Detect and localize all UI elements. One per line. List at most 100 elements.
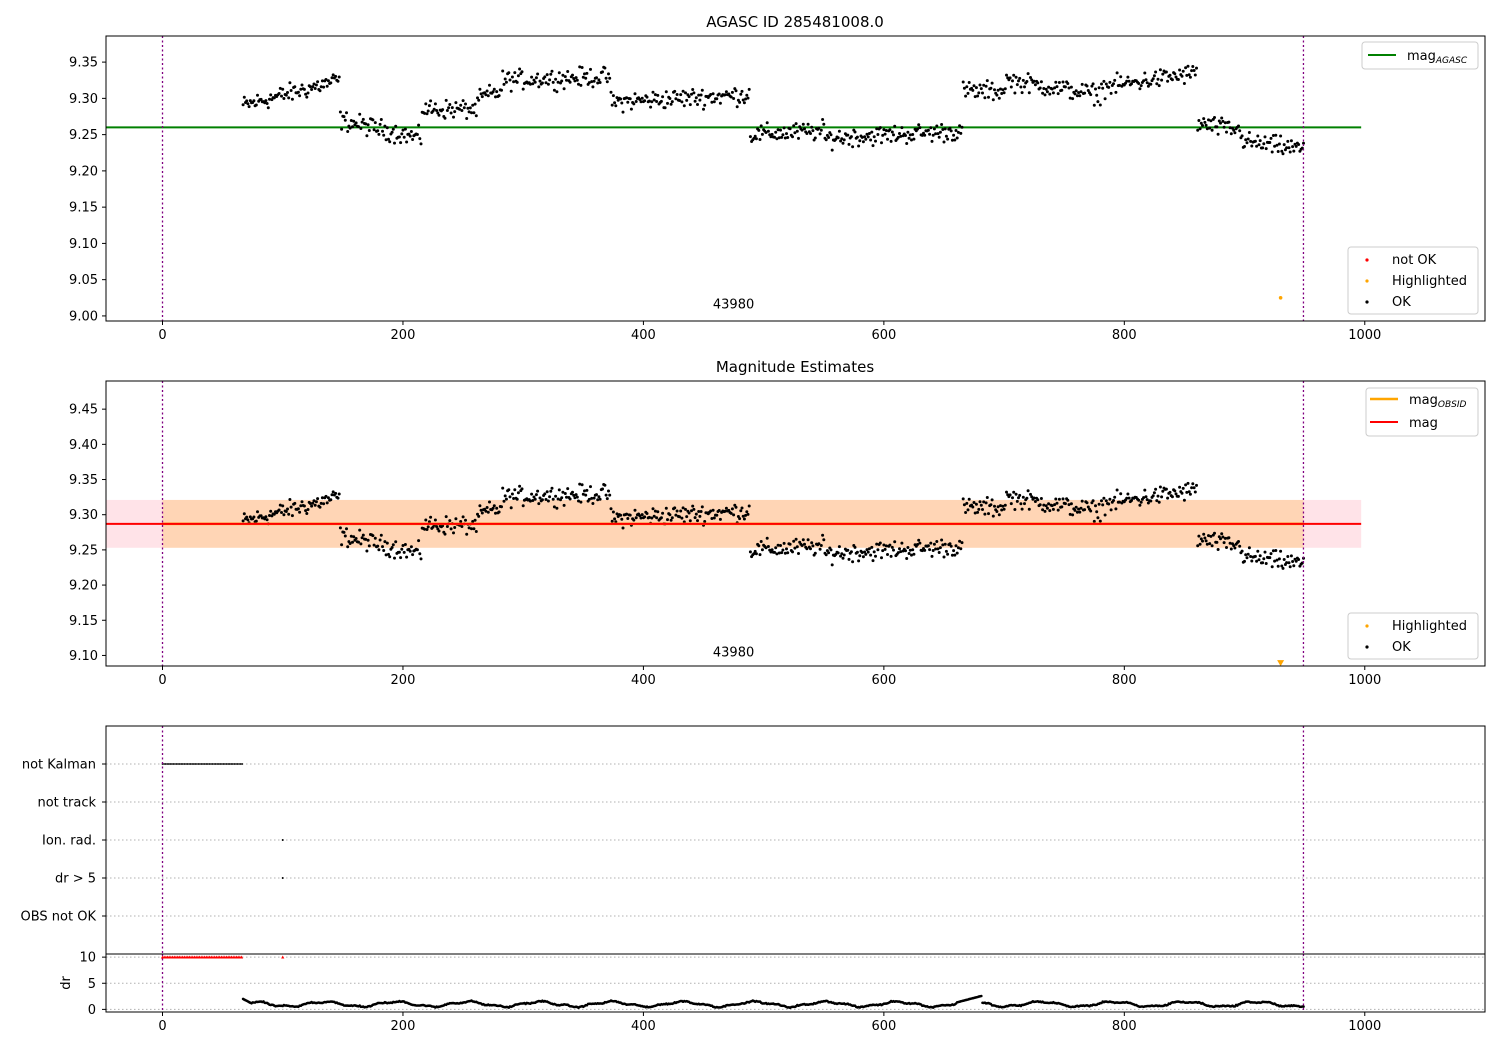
agasc-ok-point <box>575 78 579 82</box>
magnitude-ok-point <box>809 547 812 551</box>
flag-mark <box>181 763 184 765</box>
magnitude-ok-point <box>520 487 524 491</box>
magnitude-ok-point <box>330 493 334 497</box>
magnitude-ok-point <box>1271 549 1275 553</box>
agasc-ok-point <box>299 87 303 91</box>
agasc-ok-point <box>752 136 756 140</box>
magnitude-ok-point <box>1198 542 1202 546</box>
magnitude-ok-point <box>869 553 873 557</box>
agasc-ok-point <box>959 131 963 135</box>
agasc-ok-point <box>1151 77 1155 81</box>
magnitude-ok-point <box>1219 537 1222 541</box>
magnitude-ok-point <box>448 519 452 523</box>
agasc-ok-point <box>445 109 449 112</box>
magnitude-ok-point <box>1011 496 1014 500</box>
agasc-ok-point <box>697 93 701 97</box>
agasc-ok-point <box>477 98 481 102</box>
magnitude-ok-point <box>880 556 883 560</box>
magnitude-ok-point <box>932 542 936 546</box>
agasc-ok-point <box>938 130 942 134</box>
magnitude-ok-point <box>836 551 840 555</box>
agasc-ok-point <box>907 136 911 140</box>
agasc-y-tick-label: 9.15 <box>69 201 98 216</box>
agasc-ok-point <box>876 133 880 136</box>
magnitude-ok-point <box>555 506 559 510</box>
agasc-ok-point <box>1285 146 1289 150</box>
agasc-ok-point <box>1157 84 1161 88</box>
agasc-ok-point <box>985 79 989 83</box>
agasc-y-tick-label: 9.25 <box>69 128 98 143</box>
agasc-ok-point <box>336 79 340 83</box>
agasc-ok-point <box>911 133 915 136</box>
magnitude-ok-point <box>692 507 696 511</box>
agasc-ok-point <box>377 132 381 136</box>
agasc-ok-point <box>747 87 751 91</box>
magnitude-ok-point <box>1089 509 1093 513</box>
agasc-ok-point <box>409 130 413 133</box>
agasc-ok-point <box>488 83 491 87</box>
agasc-ok-point <box>935 124 939 128</box>
agasc-x-tick-label: 1000 <box>1348 328 1381 343</box>
magnitude-ok-point <box>572 493 576 497</box>
agasc-ok-point <box>682 104 686 108</box>
agasc-ok-point <box>578 65 582 69</box>
magnitude-ok-point <box>485 506 489 509</box>
magnitude-ok-point <box>1207 534 1210 538</box>
magnitude-ok-point <box>1269 552 1273 556</box>
magnitude-ok-point <box>634 516 638 520</box>
magnitude-x-tick-label: 200 <box>391 673 416 688</box>
agasc-ok-point <box>685 98 689 102</box>
agasc-ok-point <box>889 139 893 143</box>
magnitude-ok-point <box>1139 500 1143 504</box>
agasc-ok-point <box>797 136 800 140</box>
agasc-ok-point <box>1047 85 1051 89</box>
agasc-ok-point <box>829 133 833 137</box>
magnitude-ok-point <box>738 517 742 521</box>
agasc-ok-point <box>955 136 959 140</box>
agasc-ok-point <box>740 89 744 93</box>
magnitude-ok-point <box>1137 498 1141 502</box>
magnitude-ok-point <box>530 492 534 496</box>
agasc-ok-point <box>715 97 719 101</box>
agasc-ok-point <box>1115 71 1119 75</box>
magnitude-ok-point <box>675 509 679 513</box>
agasc-ok-point <box>437 113 441 117</box>
agasc-ok-point <box>1003 87 1007 91</box>
agasc-y-tick-label: 9.30 <box>69 92 98 107</box>
magnitude-ok-point <box>1069 502 1073 506</box>
agasc-ok-point <box>1094 87 1097 91</box>
magnitude-ok-point <box>766 545 770 548</box>
dr-point <box>1302 1005 1305 1008</box>
magnitude-ok-point <box>1151 494 1155 498</box>
agasc-ok-point <box>839 139 843 143</box>
agasc-ok-point <box>1262 142 1266 146</box>
magnitude-highlighted-marker <box>1277 660 1285 666</box>
magnitude-ok-point <box>546 499 550 503</box>
magnitude-ok-point <box>480 511 484 515</box>
magnitude-ok-point <box>1101 503 1105 507</box>
magnitude-ok-point <box>655 516 659 520</box>
dr-clipped-marker <box>240 955 244 959</box>
agasc-ok-point <box>359 127 363 130</box>
agasc-ok-point <box>516 74 520 78</box>
agasc-ok-point <box>916 127 919 131</box>
magnitude-ok-point <box>488 500 491 504</box>
magnitude-ok-point <box>938 546 942 550</box>
agasc-ok-point <box>590 80 594 84</box>
flag-mark <box>281 877 284 879</box>
magnitude-ok-point <box>979 503 983 507</box>
agasc-ok-point <box>1180 74 1184 78</box>
agasc-ok-point <box>1074 89 1078 93</box>
magnitude-ok-point <box>1233 546 1237 550</box>
magnitude-ok-point <box>345 527 348 531</box>
agasc-ok-point <box>1075 94 1079 98</box>
magnitude-ok-point <box>1270 565 1274 569</box>
magnitude-ok-point <box>538 496 542 500</box>
magnitude-ok-point <box>700 505 704 509</box>
agasc-ok-point <box>997 96 1001 100</box>
magnitude-ok-point <box>336 496 340 500</box>
agasc-ok-point <box>1073 92 1077 96</box>
magnitude-ok-point <box>397 550 401 554</box>
magnitude-ok-point <box>930 554 934 558</box>
magnitude-ok-point <box>785 547 788 551</box>
